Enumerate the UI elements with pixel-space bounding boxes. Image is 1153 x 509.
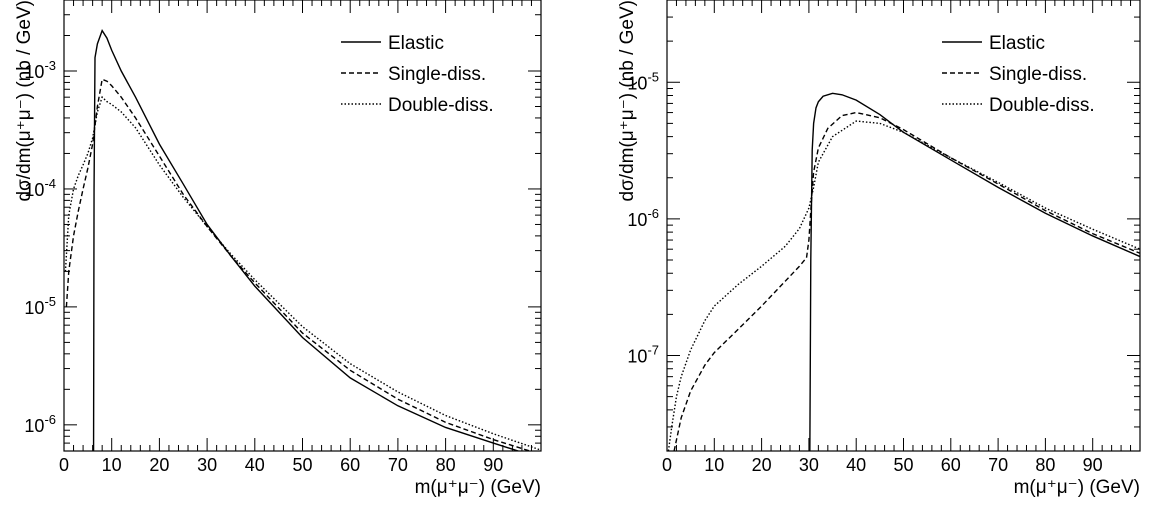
chart-1-series-single-diss-line [673,111,1140,451]
chart-0-legend-label: Single-diss. [388,64,486,85]
chart-0-legend-label: Elastic [388,33,444,54]
chart-0-legend-label: Double-diss. [388,95,494,116]
chart-0-x-tick-label: 40 [245,455,265,475]
chart-1-y-tick-label: 10-7 [627,343,659,367]
chart-1-x-tick-label: 60 [941,455,961,475]
chart-1-x-tick-label: 0 [662,455,672,475]
chart-0-x-axis-label: m(μ⁺μ⁻) (GeV) [415,477,541,498]
chart-1-x-tick-label: 20 [752,455,772,475]
chart-1-x-tick-label: 90 [1083,455,1103,475]
chart-0-x-tick-label: 30 [197,455,217,475]
chart-1-y-axis-label: dσ/dm(μ⁺μ⁻) (nb / GeV) [617,0,638,202]
chart-1-series-double-diss-line [667,120,1140,451]
chart-0-series-double-diss-line [64,95,541,451]
chart-1-x-tick-label: 40 [846,455,866,475]
chart-1-x-tick-label: 70 [988,455,1008,475]
chart-0-series-elastic-line [92,29,521,451]
chart-0-y-axis-label: dσ/dm(μ⁺μ⁻) (nb / GeV) [14,0,35,202]
chart-0-y-tick-label: 10-4 [24,176,56,200]
chart-1-legend-label: Double-diss. [989,95,1095,116]
chart-1-x-tick-label: 30 [799,455,819,475]
right-chart-panel: 0 10 20 30 40 50 60 70 80 90 10-7 10-6 10-5 m(μ⁺μ⁻) (… [617,0,1141,498]
chart-0-x-tick-label: 60 [340,455,360,475]
chart-0-x-tick-label: 70 [388,455,408,475]
left-chart-panel: 0 10 20 30 40 50 60 70 80 90 10-6 10-5 10-4 10-3 m(μ⁺μ… [14,0,542,498]
chart-0-y-tick-label: 10-3 [24,58,56,82]
chart-0-x-tick-label: 20 [149,455,169,475]
chart-1-x-tick-label: 10 [704,455,724,475]
chart-0-y-tick-label: 10-6 [24,412,56,436]
chart-1-x-tick-label: 50 [893,455,913,475]
chart-0-x-tick-label: 50 [292,455,312,475]
chart-1-y-tick-label: 10-5 [627,69,659,93]
chart-0-x-tick-label: 80 [436,455,456,475]
chart-1-y-tick-label: 10-6 [627,206,659,230]
chart-1-legend-label: Elastic [989,33,1045,54]
chart-0-x-tick-label: 90 [483,455,503,475]
chart-0-x-tick-label: 10 [102,455,122,475]
chart-0-y-tick-label: 10-5 [24,294,56,318]
chart-0-series-single-diss-line [65,78,533,451]
chart-1-x-axis-label: m(μ⁺μ⁻) (GeV) [1014,477,1140,498]
chart-1-series-elastic-line [809,92,1140,451]
chart-1-x-tick-label: 80 [1035,455,1055,475]
chart-0-x-tick-label: 0 [59,455,69,475]
chart-1-legend-label: Single-diss. [989,64,1087,85]
